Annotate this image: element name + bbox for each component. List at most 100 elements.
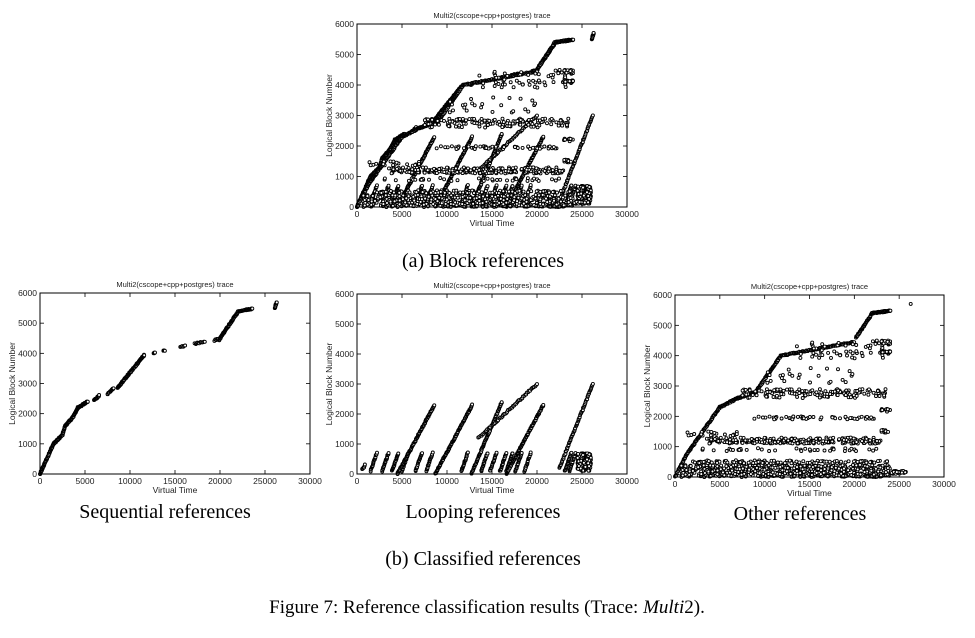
data-point xyxy=(536,178,541,183)
data-point xyxy=(517,188,522,193)
data-point xyxy=(369,199,374,204)
data-point xyxy=(457,117,462,122)
data-point xyxy=(393,178,398,183)
data-point xyxy=(491,95,496,100)
data-point xyxy=(388,189,393,193)
data-point xyxy=(378,195,383,200)
chart-looping: 0 5000 10000 15000 20000 25000 300000100020003… xyxy=(324,281,639,495)
data-point xyxy=(546,169,551,174)
data-point xyxy=(425,168,430,173)
data-point xyxy=(494,75,499,80)
x-tick-label: 25000 xyxy=(570,476,594,486)
data-point xyxy=(586,200,591,205)
data-point xyxy=(485,451,490,456)
data-point xyxy=(524,167,529,172)
x-tick-label: 20000 xyxy=(208,476,232,486)
data-point xyxy=(480,201,485,205)
data-point xyxy=(393,193,398,198)
data-point xyxy=(590,381,595,386)
data-point xyxy=(467,199,472,204)
data-point xyxy=(591,30,596,35)
data-point xyxy=(581,460,586,465)
data-point xyxy=(571,79,575,83)
data-point xyxy=(465,191,470,195)
data-point xyxy=(526,144,531,149)
data-point xyxy=(388,199,393,204)
data-point xyxy=(479,116,484,121)
data-point xyxy=(500,166,505,171)
data-point xyxy=(533,101,538,106)
data-point xyxy=(415,201,420,206)
data-point xyxy=(427,177,431,182)
data-point xyxy=(551,145,556,150)
data-point xyxy=(531,78,536,83)
data-point xyxy=(526,190,531,195)
data-point xyxy=(450,168,455,173)
data-point xyxy=(153,350,157,355)
data-point xyxy=(426,117,430,122)
data-point xyxy=(548,73,553,78)
data-point xyxy=(548,194,552,199)
y-tick-label: 0 xyxy=(349,202,354,212)
data-point xyxy=(97,393,102,397)
data-point xyxy=(183,343,188,348)
data-point xyxy=(394,160,399,165)
data-point xyxy=(445,165,449,170)
x-tick-label: 0 xyxy=(355,209,360,219)
data-point xyxy=(498,196,503,201)
data-point xyxy=(449,144,454,149)
data-point xyxy=(446,124,451,129)
chart-sequential: 0 5000 10000 15000 20000 25000 300000100020003… xyxy=(7,280,322,495)
data-point xyxy=(466,144,471,149)
data-point xyxy=(536,72,541,77)
data-point xyxy=(362,462,367,467)
data-point xyxy=(420,165,425,170)
data-point xyxy=(587,185,592,189)
data-point xyxy=(524,199,529,204)
data-point xyxy=(497,119,501,124)
y-axis-label: Logical Block Number xyxy=(7,342,17,425)
data-point xyxy=(434,171,439,176)
data-point xyxy=(420,451,425,456)
data-point xyxy=(582,200,587,205)
data-point xyxy=(587,464,592,469)
data-point xyxy=(541,202,546,207)
data-point xyxy=(581,185,585,190)
data-point xyxy=(497,200,502,205)
data-point xyxy=(586,461,591,466)
data-point xyxy=(493,144,498,149)
data-point xyxy=(436,122,441,127)
data-point xyxy=(518,122,523,127)
data-point xyxy=(375,183,379,188)
data-point xyxy=(472,121,477,125)
data-point xyxy=(419,177,424,182)
data-point xyxy=(470,134,475,139)
data-point xyxy=(401,165,405,170)
data-point xyxy=(507,121,512,126)
x-tick-label: 20000 xyxy=(525,209,549,219)
data-point xyxy=(528,198,533,203)
data-point xyxy=(537,118,542,123)
data-point xyxy=(499,400,504,405)
data-point xyxy=(563,137,567,142)
data-point xyxy=(518,118,523,122)
data-point xyxy=(563,79,568,84)
data-point xyxy=(558,199,563,204)
data-point xyxy=(540,192,545,197)
data-point xyxy=(472,116,477,121)
data-point xyxy=(479,120,484,125)
data-point xyxy=(361,193,366,198)
data-point xyxy=(512,198,517,203)
data-point xyxy=(496,82,501,86)
data-point xyxy=(452,195,457,200)
data-point xyxy=(458,190,463,195)
data-point xyxy=(483,169,487,174)
data-point xyxy=(535,382,539,387)
data-point xyxy=(484,146,489,150)
data-point xyxy=(422,118,427,123)
data-point xyxy=(433,122,438,127)
data-point xyxy=(481,194,486,199)
data-point xyxy=(480,102,485,107)
data-point xyxy=(490,190,495,195)
data-point xyxy=(499,103,504,108)
